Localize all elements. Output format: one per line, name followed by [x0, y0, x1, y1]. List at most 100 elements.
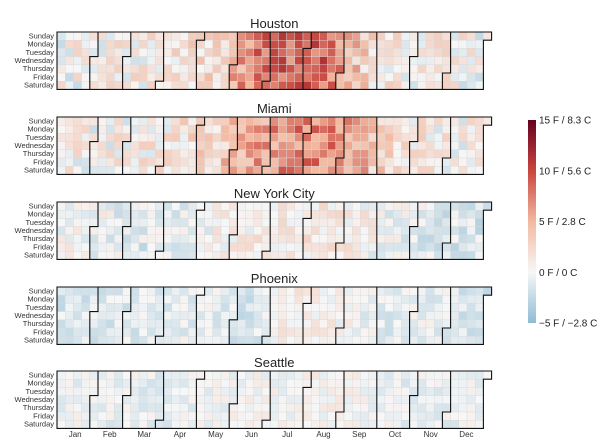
day-cell [401, 286, 410, 296]
day-cell [335, 64, 345, 74]
day-cell [138, 226, 148, 236]
day-cell [187, 370, 197, 380]
day-cell [360, 80, 369, 90]
day-cell [401, 201, 410, 211]
day-cell [417, 311, 427, 321]
day-cell [417, 395, 427, 405]
day-cell [146, 303, 156, 312]
day-cell [89, 157, 99, 167]
day-cell [319, 395, 328, 405]
day-cell [434, 370, 443, 380]
month-boundary [154, 32, 165, 90]
day-cell [286, 303, 296, 312]
month-boundary [302, 32, 312, 90]
day-cell [146, 336, 156, 345]
day-cell [442, 387, 451, 396]
day-cell [228, 116, 238, 126]
day-cell [384, 242, 394, 252]
day-cell [302, 80, 312, 90]
day-cell [56, 226, 66, 236]
day-cell [409, 72, 419, 82]
day-label: Saturday [24, 81, 54, 90]
day-label: Thursday [23, 403, 55, 412]
day-cell [417, 403, 427, 413]
day-cell [97, 31, 107, 41]
month-boundary [441, 202, 452, 260]
day-cell [450, 64, 460, 74]
day-cell [393, 72, 402, 82]
day-cell [122, 303, 131, 312]
day-cell [393, 31, 402, 41]
day-cell [343, 201, 353, 211]
day-cell [187, 319, 197, 329]
month-boundary [441, 32, 452, 90]
day-cell [204, 303, 214, 312]
day-cell [319, 370, 328, 380]
day-cell [261, 336, 271, 345]
day-cell [212, 80, 222, 90]
day-cell [245, 226, 255, 236]
day-cell [155, 157, 164, 167]
day-cell [376, 56, 386, 65]
day-cell [261, 31, 271, 41]
day-cell [270, 48, 279, 57]
day-cell [327, 395, 337, 405]
day-cell [335, 403, 345, 413]
day-cell [138, 420, 148, 429]
day-cell [130, 48, 140, 57]
day-cell [368, 234, 378, 244]
day-cell [138, 395, 148, 405]
day-cell [237, 209, 246, 219]
day-cell [352, 303, 361, 312]
day-cell [130, 124, 140, 134]
day-cell [466, 395, 476, 405]
day-cell [81, 201, 90, 211]
day-cell [401, 218, 410, 227]
day-cell [220, 209, 230, 219]
day-cell [475, 370, 484, 380]
day-cell [278, 124, 287, 134]
day-cell [278, 149, 287, 159]
day-cell [343, 242, 353, 252]
month-boundary [154, 371, 165, 429]
day-cell [73, 327, 82, 337]
day-cell [204, 420, 214, 429]
day-cell [360, 379, 369, 388]
day-cell [294, 124, 304, 134]
day-cell [393, 218, 402, 227]
month-boundary [195, 32, 206, 90]
day-cell [114, 379, 123, 388]
day-cell [352, 379, 361, 388]
day-cell [417, 31, 427, 41]
day-cell [138, 31, 148, 41]
day-label: Tuesday [26, 218, 55, 227]
day-cell [401, 242, 410, 252]
day-cell [81, 40, 90, 49]
day-cell [81, 336, 90, 345]
day-cell [434, 303, 443, 312]
day-cell [425, 379, 435, 388]
day-cell [64, 56, 74, 65]
month-label: May [208, 430, 223, 439]
day-cell [335, 234, 345, 244]
day-cell [212, 31, 222, 41]
day-cell [253, 242, 263, 252]
day-cell [261, 209, 271, 219]
day-cell [343, 226, 353, 236]
day-cell [278, 157, 287, 167]
day-cell [434, 72, 443, 82]
day-cell [114, 327, 123, 337]
month-boundary [409, 287, 419, 345]
day-cell [393, 234, 402, 244]
day-cell [401, 31, 410, 41]
day-cell [434, 157, 443, 167]
day-cell [171, 327, 181, 337]
day-cell [409, 242, 419, 252]
day-cell [286, 157, 296, 167]
day-cell [425, 387, 435, 396]
day-cell [212, 72, 222, 82]
day-cell [56, 201, 66, 211]
day-cell [393, 403, 402, 413]
day-cell [261, 234, 271, 244]
day-cell [311, 209, 320, 219]
